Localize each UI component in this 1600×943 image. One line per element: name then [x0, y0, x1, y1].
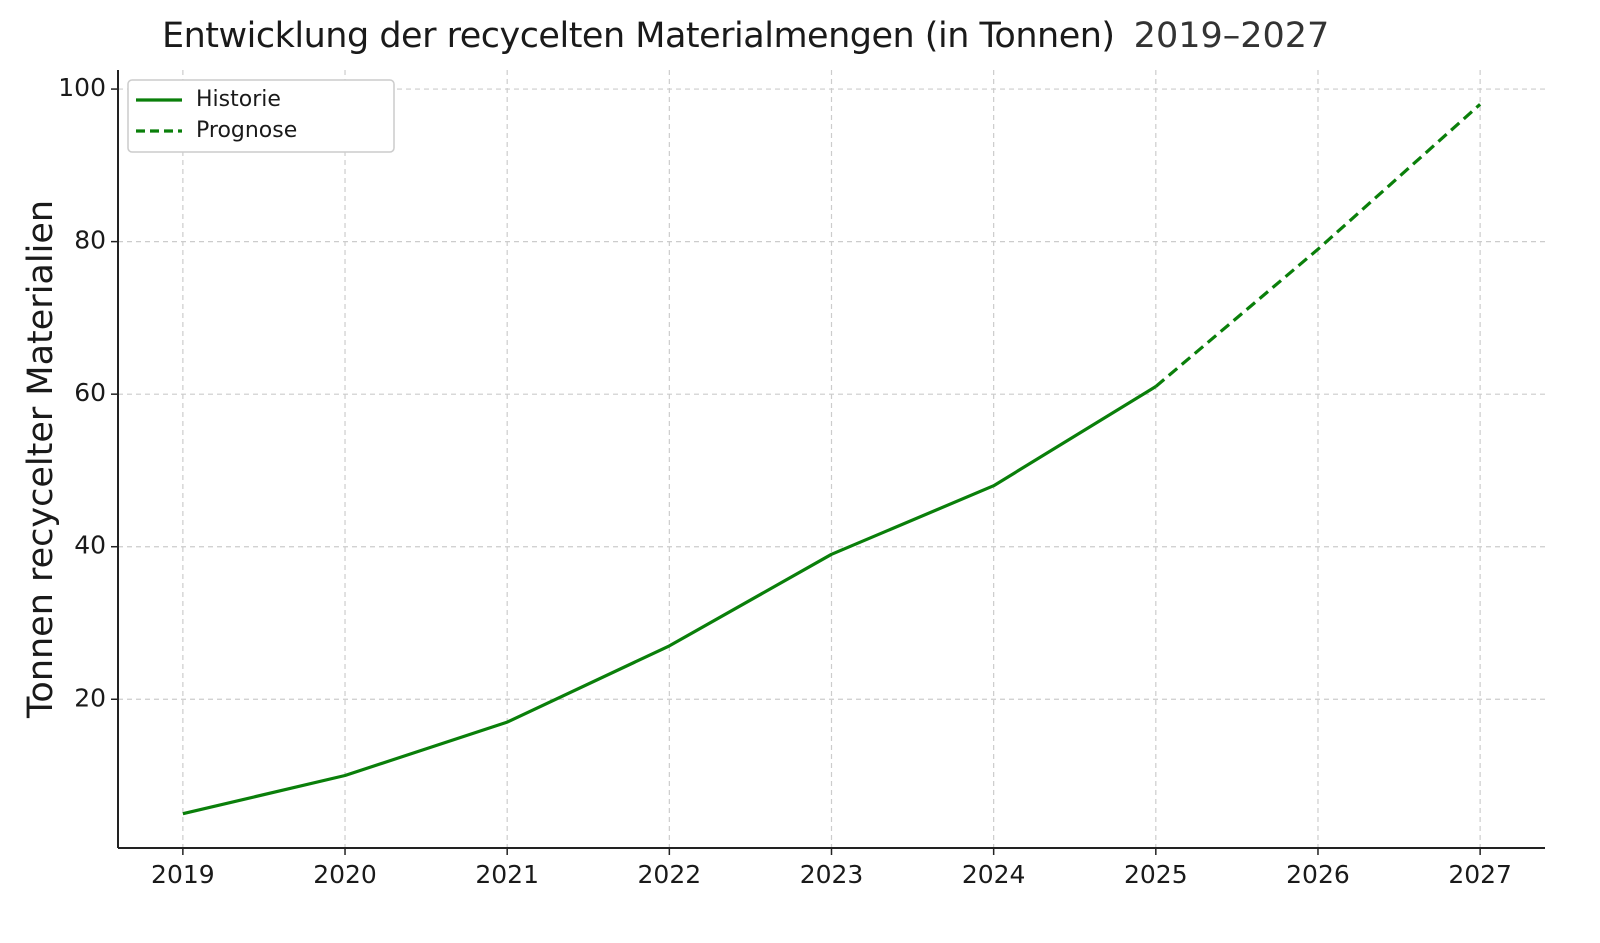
y-tick-label-0: 20 [74, 683, 106, 712]
legend-box [127, 79, 395, 153]
y-tick-label-4: 100 [58, 73, 106, 102]
legend-label-historie: Historie [196, 87, 281, 112]
y-tick-label-1: 40 [74, 531, 106, 560]
x-tick-label-6: 2025 [1124, 860, 1188, 889]
grid-lines [118, 70, 1545, 848]
tick-labels: 2019 2020 2021 2022 2023 2024 2025 2026 2027 20 40… [58, 73, 1512, 889]
x-tick-label-8: 2027 [1448, 860, 1512, 889]
x-tick-label-2: 2021 [475, 860, 539, 889]
y-tick-label-2: 60 [74, 378, 106, 407]
x-tick-label-5: 2024 [962, 860, 1026, 889]
legend-label-prognose: Prognose [196, 118, 297, 143]
chart-subtitle: 2019–2027 [1133, 16, 1330, 56]
y-tick-label-3: 80 [74, 226, 106, 255]
x-tick-label-4: 2023 [800, 860, 864, 889]
x-tick-label-3: 2022 [638, 860, 702, 889]
series-lines [182, 103, 1482, 816]
x-tick-label-1: 2020 [313, 860, 377, 889]
legend: Historie Prognose [127, 79, 395, 153]
x-tick-label-0: 2019 [151, 860, 215, 889]
y-axis-label: Tonnen recycelter Materialien [21, 200, 61, 719]
chart-title: Entwicklung der recycelten Materialmenge… [162, 16, 1115, 56]
x-tick-label-7: 2026 [1286, 860, 1350, 889]
chart-title-block: Entwicklung der recycelten Materialmenge… [162, 16, 1329, 56]
